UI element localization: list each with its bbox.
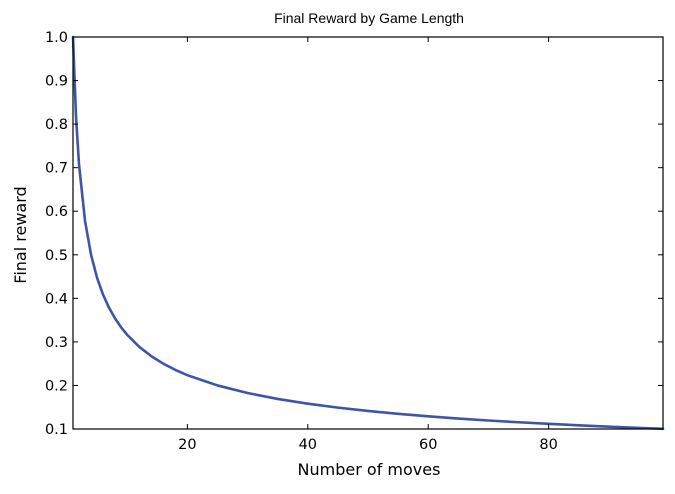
series-line-0 <box>71 35 665 431</box>
x-tick-label: 80 <box>539 437 557 453</box>
y-tick-label: 0.1 <box>45 422 68 438</box>
x-tick-label: 60 <box>419 437 437 453</box>
x-tick-label: 40 <box>299 437 317 453</box>
y-tick-label: 0.5 <box>45 248 68 264</box>
plot-frame <box>72 36 664 430</box>
chart-title: Final Reward by Game Length <box>274 10 464 26</box>
y-tick-label: 1.0 <box>45 30 68 46</box>
y-tick-label: 0.4 <box>45 291 68 307</box>
plot-area: 20 40 60 80 0.1 0.2 0.3 0.4 0.5 0.6 0.7 0.8 0.9 1.0 <box>45 30 665 453</box>
x-axis-label: Number of moves <box>298 460 441 479</box>
y-tick-label: 0.9 <box>45 74 68 90</box>
y-tick-label: 0.7 <box>45 161 68 177</box>
y-tick-label: 0.3 <box>45 335 68 351</box>
y-axis-label: Final reward <box>11 186 30 283</box>
x-tick-label: 20 <box>178 437 196 453</box>
y-tick-label: 0.8 <box>45 117 68 133</box>
y-tick-label: 0.6 <box>45 204 68 220</box>
y-tick-label: 0.2 <box>45 378 68 394</box>
